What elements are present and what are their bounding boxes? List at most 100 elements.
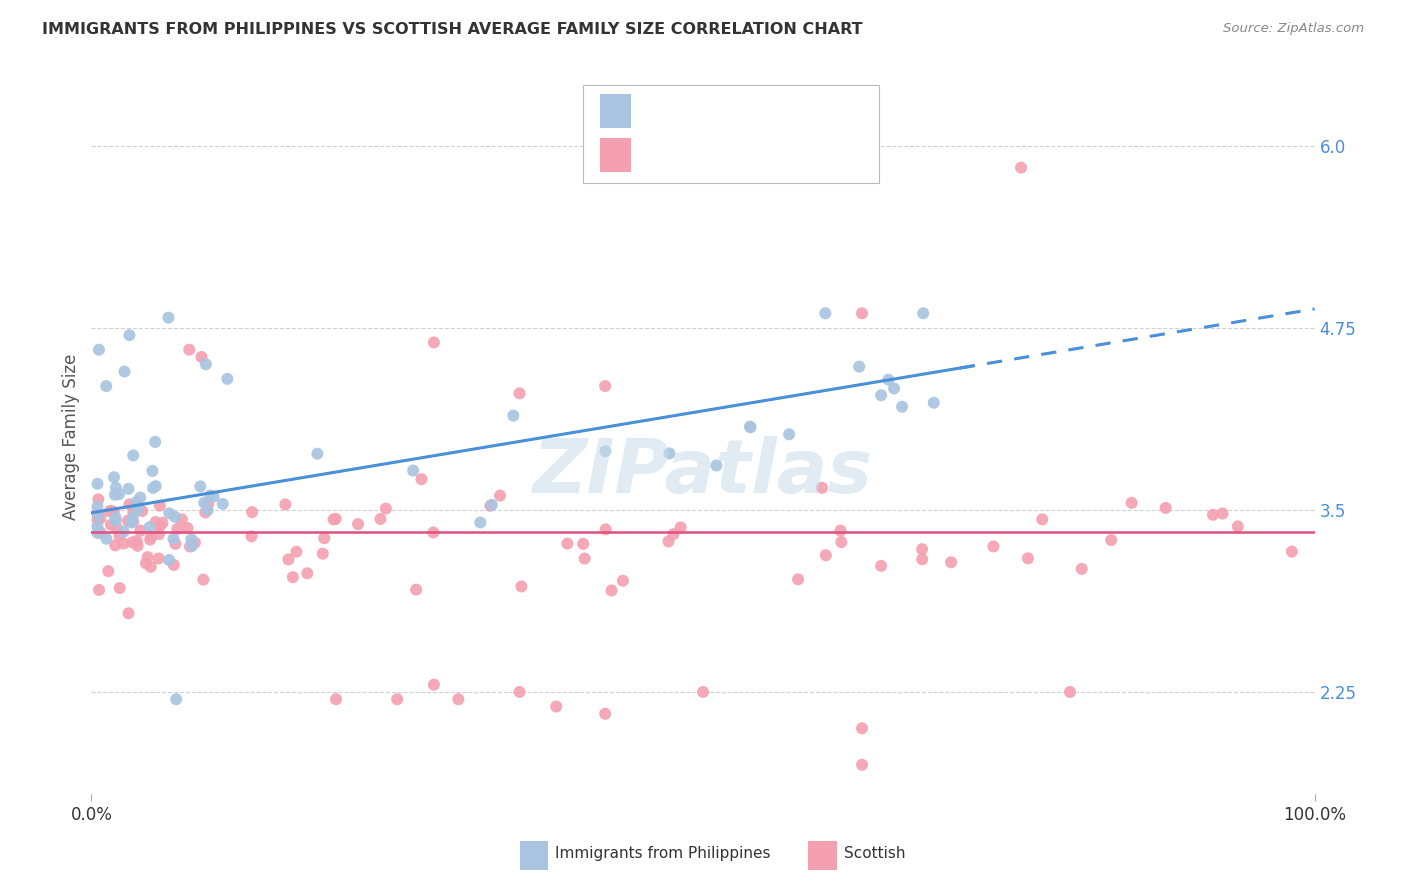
Point xyxy=(117,514,139,528)
Point xyxy=(87,343,110,357)
Point xyxy=(108,529,131,543)
Point xyxy=(200,488,222,502)
Point xyxy=(86,507,108,521)
Point xyxy=(1281,544,1303,558)
Point xyxy=(103,470,125,484)
Point xyxy=(108,581,131,595)
Point xyxy=(740,420,762,434)
Point xyxy=(122,515,145,529)
Point xyxy=(188,479,211,493)
Point xyxy=(179,540,201,554)
Point xyxy=(814,306,837,320)
Point xyxy=(870,558,893,573)
Point xyxy=(593,706,616,721)
Point xyxy=(374,501,396,516)
Point xyxy=(138,520,160,534)
Point xyxy=(509,685,531,699)
Point xyxy=(595,522,617,536)
Point xyxy=(122,506,145,520)
Point xyxy=(112,524,135,539)
Point xyxy=(593,379,616,393)
Point xyxy=(184,535,207,549)
Point xyxy=(911,552,934,566)
Text: N =: N = xyxy=(766,98,803,116)
Point xyxy=(877,373,900,387)
Point xyxy=(322,512,344,526)
Point xyxy=(669,520,692,534)
Text: Immigrants from Philippines: Immigrants from Philippines xyxy=(555,846,770,861)
Point xyxy=(117,482,139,496)
Point xyxy=(662,527,685,541)
Point xyxy=(96,532,118,546)
Point xyxy=(240,505,263,519)
Point xyxy=(193,496,215,510)
Point xyxy=(141,464,163,478)
Point xyxy=(657,534,679,549)
Point xyxy=(447,692,470,706)
Point xyxy=(870,388,893,402)
Point xyxy=(405,582,427,597)
Point xyxy=(325,692,347,706)
Point xyxy=(848,359,870,374)
Point xyxy=(274,497,297,511)
Point xyxy=(179,343,201,357)
Point xyxy=(1099,533,1122,547)
Point xyxy=(162,532,184,546)
Point xyxy=(811,481,834,495)
Point xyxy=(572,537,595,551)
Point xyxy=(145,479,167,493)
Point xyxy=(166,522,188,536)
Point xyxy=(139,530,162,544)
Point xyxy=(86,519,108,533)
Point xyxy=(112,536,135,550)
Point xyxy=(423,335,446,350)
Point xyxy=(135,557,157,571)
Point xyxy=(510,579,533,593)
Text: R =: R = xyxy=(643,143,679,161)
Point xyxy=(593,444,616,458)
Point xyxy=(90,525,112,540)
Point xyxy=(411,472,433,486)
Point xyxy=(509,386,531,401)
Point xyxy=(139,533,162,547)
Point xyxy=(136,550,159,565)
Point xyxy=(983,540,1005,554)
Point xyxy=(165,537,187,551)
Point xyxy=(851,757,873,772)
Text: Source: ZipAtlas.com: Source: ZipAtlas.com xyxy=(1223,22,1364,36)
Point xyxy=(489,489,512,503)
Point xyxy=(87,582,110,597)
Point xyxy=(148,551,170,566)
Point xyxy=(314,531,336,545)
Point xyxy=(127,503,149,517)
Point xyxy=(127,539,149,553)
Point xyxy=(402,464,425,478)
Point xyxy=(122,449,145,463)
Point xyxy=(143,434,166,449)
Point xyxy=(612,574,634,588)
Point xyxy=(851,306,873,320)
Point xyxy=(912,306,935,320)
Point xyxy=(190,350,212,364)
Point xyxy=(778,427,800,442)
Point xyxy=(87,492,110,507)
Point xyxy=(285,545,308,559)
Point xyxy=(97,564,120,578)
Point xyxy=(157,506,180,520)
Point xyxy=(814,548,837,562)
Y-axis label: Average Family Size: Average Family Size xyxy=(62,354,80,520)
Point xyxy=(277,552,299,566)
Point xyxy=(385,692,409,706)
Point xyxy=(470,516,492,530)
Text: IMMIGRANTS FROM PHILIPPINES VS SCOTTISH AVERAGE FAMILY SIZE CORRELATION CHART: IMMIGRANTS FROM PHILIPPINES VS SCOTTISH … xyxy=(42,22,863,37)
Point xyxy=(600,583,623,598)
Point xyxy=(370,512,392,526)
Point xyxy=(557,536,579,550)
Point xyxy=(104,538,127,552)
Point xyxy=(1154,500,1177,515)
Point xyxy=(1059,685,1081,699)
Point xyxy=(180,533,202,547)
Point xyxy=(193,573,215,587)
Point xyxy=(131,504,153,518)
Point xyxy=(423,678,446,692)
